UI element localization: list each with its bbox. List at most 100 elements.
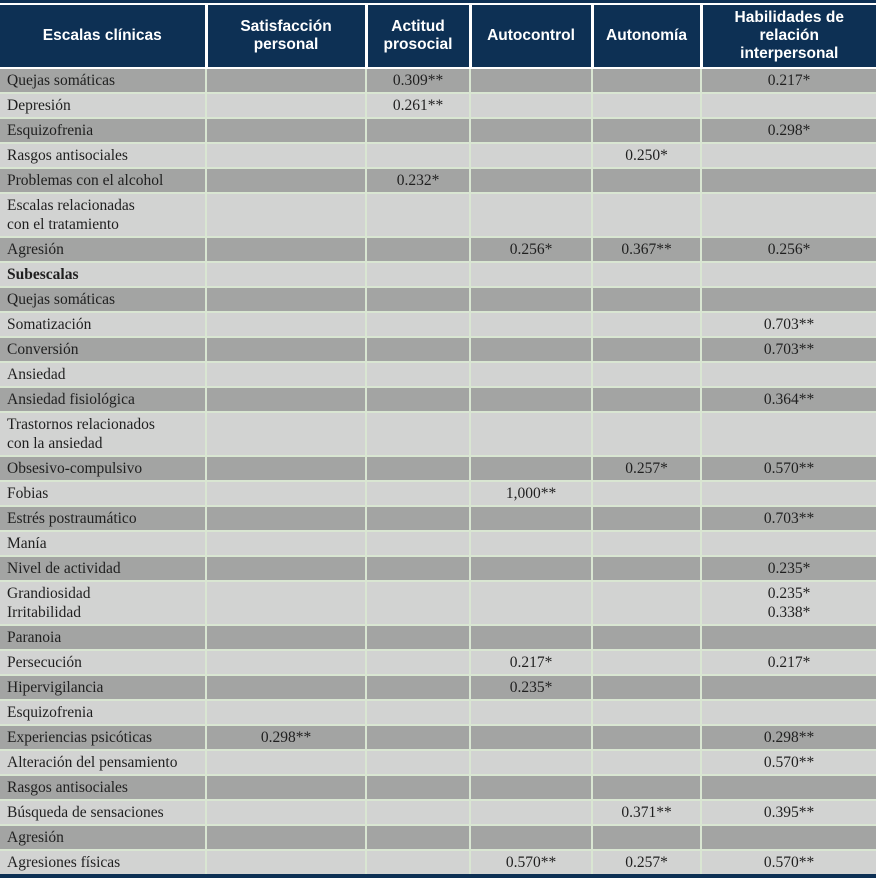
row-label-cell: Subescalas — [0, 262, 206, 288]
value-cell — [205, 506, 366, 532]
value-cell — [469, 506, 592, 532]
value-cell — [591, 168, 701, 194]
value-cell — [469, 556, 592, 582]
value-cell — [591, 581, 701, 626]
value-cell — [365, 581, 470, 626]
value-cell — [365, 675, 470, 701]
value-cell — [700, 287, 876, 313]
table-row: Somatización 0.703** — [0, 312, 876, 338]
value-cell: 1,000** — [469, 481, 592, 507]
value-cell — [365, 650, 470, 676]
table-row: Rasgos antisociales 0.250* — [0, 143, 876, 169]
row-label-cell: Trastornos relacionados con la ansiedad — [0, 412, 206, 457]
value-cell — [591, 312, 701, 338]
value-cell — [365, 387, 470, 413]
value-cell — [365, 625, 470, 651]
row-label-cell: Fobias — [0, 481, 206, 507]
table-row: Agresiones físicas 0.570** 0.257* 0.570** — [0, 850, 876, 877]
table-row: Agresión 0.256* 0.367** 0.256* — [0, 237, 876, 263]
row-label-cell: Hipervigilancia — [0, 675, 206, 701]
value-cell — [591, 650, 701, 676]
row-label-cell: Ansiedad — [0, 362, 206, 388]
header-row: Escalas clínicas Satisfacción personal Act… — [0, 5, 876, 69]
row-label-cell: Manía — [0, 531, 206, 557]
row-label-cell: Quejas somáticas — [0, 68, 206, 94]
value-cell — [591, 625, 701, 651]
value-cell — [365, 312, 470, 338]
value-cell: 0.298** — [205, 725, 366, 751]
value-cell — [205, 481, 366, 507]
value-cell — [205, 143, 366, 169]
table-row: Ansiedad — [0, 362, 876, 388]
row-label-cell: Esquizofrenia — [0, 118, 206, 144]
row-label-cell: Rasgos antisociales — [0, 775, 206, 801]
table-top-border — [0, 0, 876, 3]
table-row: Fobias 1,000** — [0, 481, 876, 507]
value-cell: 0.570** — [700, 750, 876, 776]
value-cell — [591, 362, 701, 388]
value-cell — [700, 625, 876, 651]
value-cell — [700, 93, 876, 119]
value-cell: 0.309** — [365, 68, 470, 94]
value-cell — [365, 556, 470, 582]
table-row: Conversión 0.703** — [0, 337, 876, 363]
table-row: Esquizofrenia 0.298* — [0, 118, 876, 144]
value-cell — [591, 481, 701, 507]
table-row: Experiencias psicóticas 0.298** 0.298** — [0, 725, 876, 751]
value-cell — [205, 850, 366, 877]
value-cell — [591, 287, 701, 313]
value-cell — [469, 800, 592, 826]
row-label-cell: Estrés postraumático — [0, 506, 206, 532]
row-label-cell: Experiencias psicóticas — [0, 725, 206, 751]
value-cell: 0.703** — [700, 337, 876, 363]
value-cell: 0.298* — [700, 118, 876, 144]
value-cell: 0.235* 0.338* — [700, 581, 876, 626]
value-cell: 0.298** — [700, 725, 876, 751]
table-row: Ansiedad fisiológica 0.364** — [0, 387, 876, 413]
value-cell — [205, 581, 366, 626]
value-cell — [205, 193, 366, 238]
value-cell — [700, 531, 876, 557]
column-header: Escalas clínicas — [0, 5, 206, 69]
value-cell — [205, 287, 366, 313]
value-cell — [365, 237, 470, 263]
value-cell — [365, 412, 470, 457]
value-cell — [205, 650, 366, 676]
value-cell: 0.232* — [365, 168, 470, 194]
value-cell: 0.371** — [591, 800, 701, 826]
value-cell — [700, 362, 876, 388]
value-cell: 0.217* — [469, 650, 592, 676]
row-label-cell: Persecución — [0, 650, 206, 676]
table-header: Escalas clínicas Satisfacción personal Act… — [0, 5, 876, 69]
row-label-cell: Ansiedad fisiológica — [0, 387, 206, 413]
table-row: Subescalas — [0, 262, 876, 288]
value-cell — [205, 531, 366, 557]
value-cell: 0.257* — [591, 456, 701, 482]
column-header: Autonomía — [590, 5, 701, 69]
row-label-cell: Alteración del pensamiento — [0, 750, 206, 776]
row-label-cell: Nivel de actividad — [0, 556, 206, 582]
table-row: Búsqueda de sensaciones 0.371** 0.395** — [0, 800, 876, 826]
value-cell — [205, 237, 366, 263]
value-cell — [205, 262, 366, 288]
row-label-cell: Somatización — [0, 312, 206, 338]
value-cell: 0.364** — [700, 387, 876, 413]
value-cell: 0.261** — [365, 93, 470, 119]
row-label-cell: Paranoia — [0, 625, 206, 651]
value-cell — [591, 750, 701, 776]
table-row: Paranoia — [0, 625, 876, 651]
value-cell — [205, 625, 366, 651]
value-cell — [205, 675, 366, 701]
table-row: Quejas somáticas — [0, 287, 876, 313]
table-row: Rasgos antisociales — [0, 775, 876, 801]
value-cell — [205, 825, 366, 851]
value-cell — [365, 800, 470, 826]
value-cell: 0.703** — [700, 312, 876, 338]
value-cell — [205, 456, 366, 482]
value-cell — [591, 68, 701, 94]
value-cell — [700, 193, 876, 238]
value-cell — [205, 412, 366, 457]
value-cell: 0.257* — [591, 850, 701, 877]
value-cell: 0.217* — [700, 68, 876, 94]
value-cell — [469, 825, 592, 851]
